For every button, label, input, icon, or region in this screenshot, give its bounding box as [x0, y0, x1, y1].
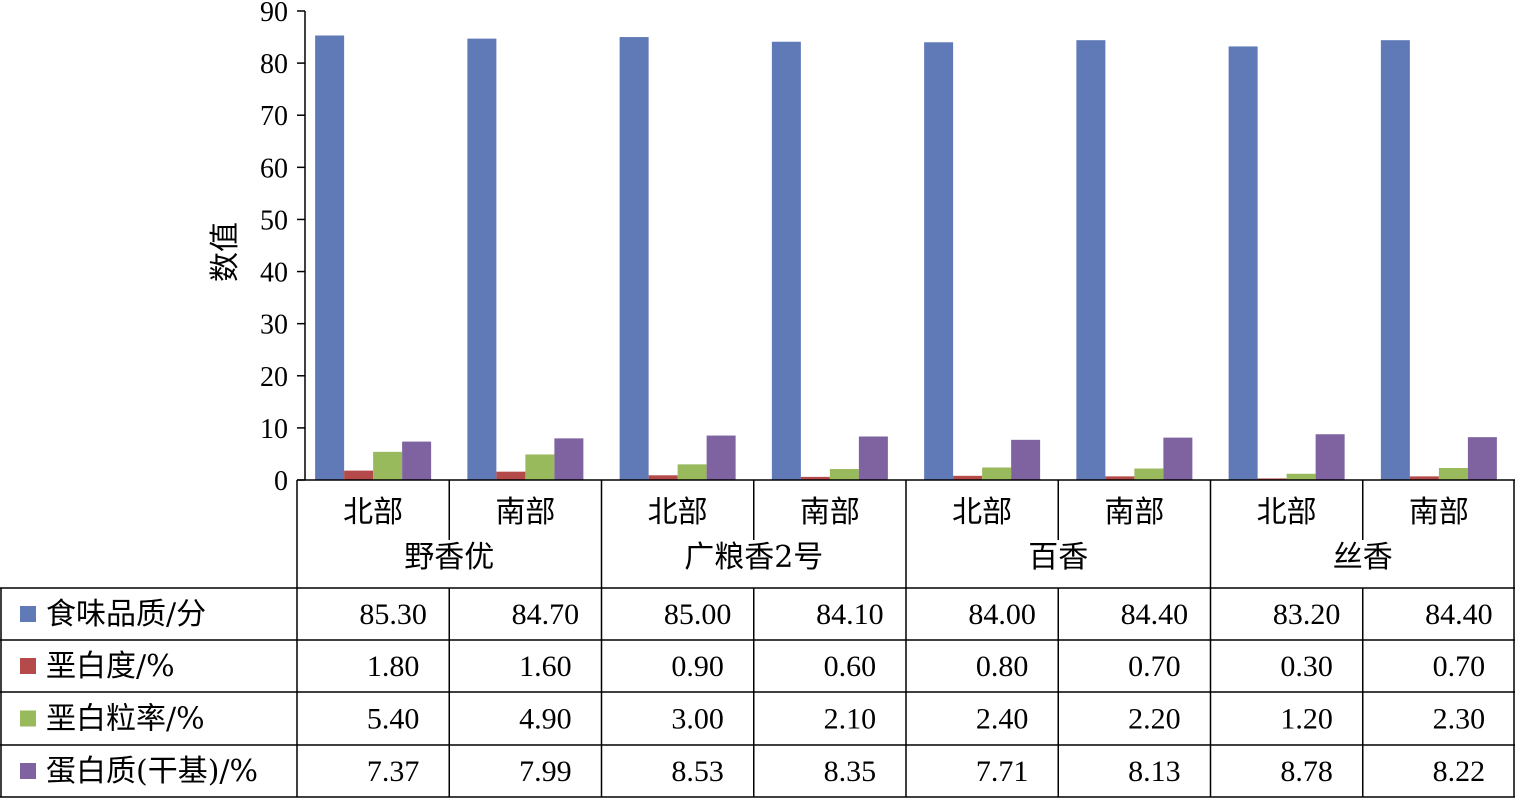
x-sub-label: 北部 — [952, 495, 1012, 530]
data-label: 85.00 — [664, 598, 732, 631]
bar — [1286, 473, 1316, 480]
data-label: 0.90 — [671, 650, 724, 683]
x-group-label: 野香优 — [404, 540, 494, 575]
y-tick-label: 10 — [260, 414, 288, 445]
data-label: 8.35 — [824, 755, 877, 788]
data-label: 1.20 — [1280, 703, 1333, 736]
data-label: 1.80 — [367, 650, 420, 683]
svg-text:数值: 数值 — [208, 222, 243, 282]
bar — [344, 470, 374, 480]
bar — [1105, 476, 1135, 480]
data-label: 1.60 — [519, 650, 572, 683]
x-group-label: 广粮香2号 — [684, 540, 823, 575]
data-label: 7.99 — [519, 755, 572, 788]
data-label: 0.80 — [976, 650, 1029, 683]
bar — [1163, 437, 1193, 480]
bar — [1380, 40, 1410, 480]
bar — [373, 451, 403, 480]
x-sub-label: 南部 — [800, 495, 860, 530]
data-label: 7.37 — [367, 755, 420, 788]
y-tick-label: 60 — [260, 153, 288, 184]
data-label: 85.30 — [359, 598, 427, 631]
bar — [554, 438, 584, 480]
x-sub-label: 南部 — [1104, 495, 1164, 530]
data-label: 2.20 — [1128, 703, 1181, 736]
y-tick-label: 30 — [260, 310, 288, 341]
bar — [402, 441, 432, 480]
legend-label: 食味品质/分 — [46, 597, 206, 632]
data-label: 8.53 — [671, 755, 724, 788]
data-label: 0.70 — [1128, 650, 1181, 683]
data-label: 84.40 — [1425, 598, 1493, 631]
data-label: 84.70 — [512, 598, 580, 631]
data-label: 8.13 — [1128, 755, 1181, 788]
legend-label: 蛋白质(干基)/% — [46, 754, 258, 789]
y-tick-label: 90 — [260, 0, 288, 28]
bar — [1409, 476, 1439, 480]
bar — [315, 35, 345, 481]
bar — [924, 42, 954, 481]
bar — [953, 475, 983, 480]
x-group-label: 百香 — [1028, 540, 1088, 575]
data-label: 2.30 — [1433, 703, 1486, 736]
legend-swatch — [20, 710, 36, 727]
y-tick-label: 80 — [260, 49, 288, 80]
bar — [496, 471, 526, 480]
y-tick-label: 70 — [260, 101, 288, 132]
data-label: 2.10 — [824, 703, 877, 736]
data-label: 0.60 — [824, 650, 877, 683]
y-tick-label: 40 — [260, 258, 288, 289]
bar — [1076, 40, 1106, 480]
data-label: 2.40 — [976, 703, 1029, 736]
x-sub-label: 北部 — [343, 495, 403, 530]
y-tick-label: 20 — [260, 362, 288, 393]
bar — [982, 467, 1012, 480]
data-label: 84.00 — [968, 598, 1036, 631]
data-label: 0.70 — [1433, 650, 1486, 683]
data-label: 5.40 — [367, 703, 420, 736]
bar — [1438, 468, 1468, 480]
bar — [1257, 478, 1287, 480]
bar — [619, 37, 649, 481]
bar — [858, 436, 888, 480]
bar — [800, 476, 830, 480]
data-label: 83.20 — [1273, 598, 1341, 631]
data-label: 8.22 — [1433, 755, 1486, 788]
bar — [1134, 468, 1164, 480]
y-axis-label: 数值 — [208, 222, 243, 282]
legend-swatch — [20, 763, 36, 779]
bar — [1467, 437, 1497, 480]
data-label: 7.71 — [976, 755, 1029, 788]
data-label: 84.40 — [1121, 598, 1189, 631]
x-group-label: 丝香 — [1333, 540, 1393, 575]
data-label: 0.30 — [1280, 650, 1333, 683]
legend-swatch — [20, 606, 36, 622]
bar — [677, 464, 707, 480]
data-label: 8.78 — [1280, 755, 1333, 788]
x-sub-label: 北部 — [1257, 495, 1317, 530]
x-sub-label: 北部 — [648, 495, 708, 530]
bar — [525, 454, 555, 480]
bar — [1228, 46, 1258, 481]
legend-label: 垩白度/% — [46, 649, 175, 684]
y-tick-label: 50 — [260, 205, 288, 236]
data-label: 4.90 — [519, 703, 572, 736]
y-tick-label: 0 — [274, 466, 288, 497]
bar — [467, 38, 497, 480]
bar — [706, 435, 736, 480]
bar — [771, 41, 801, 481]
data-label: 84.10 — [816, 598, 884, 631]
x-sub-label: 南部 — [495, 495, 555, 530]
bar — [1011, 439, 1041, 480]
data-label: 3.00 — [671, 703, 724, 736]
legend-label: 垩白粒率/% — [46, 702, 205, 737]
legend-swatch — [20, 658, 36, 674]
bar — [648, 475, 678, 480]
bar — [1315, 434, 1345, 480]
x-sub-label: 南部 — [1409, 495, 1469, 530]
bar — [829, 469, 859, 480]
